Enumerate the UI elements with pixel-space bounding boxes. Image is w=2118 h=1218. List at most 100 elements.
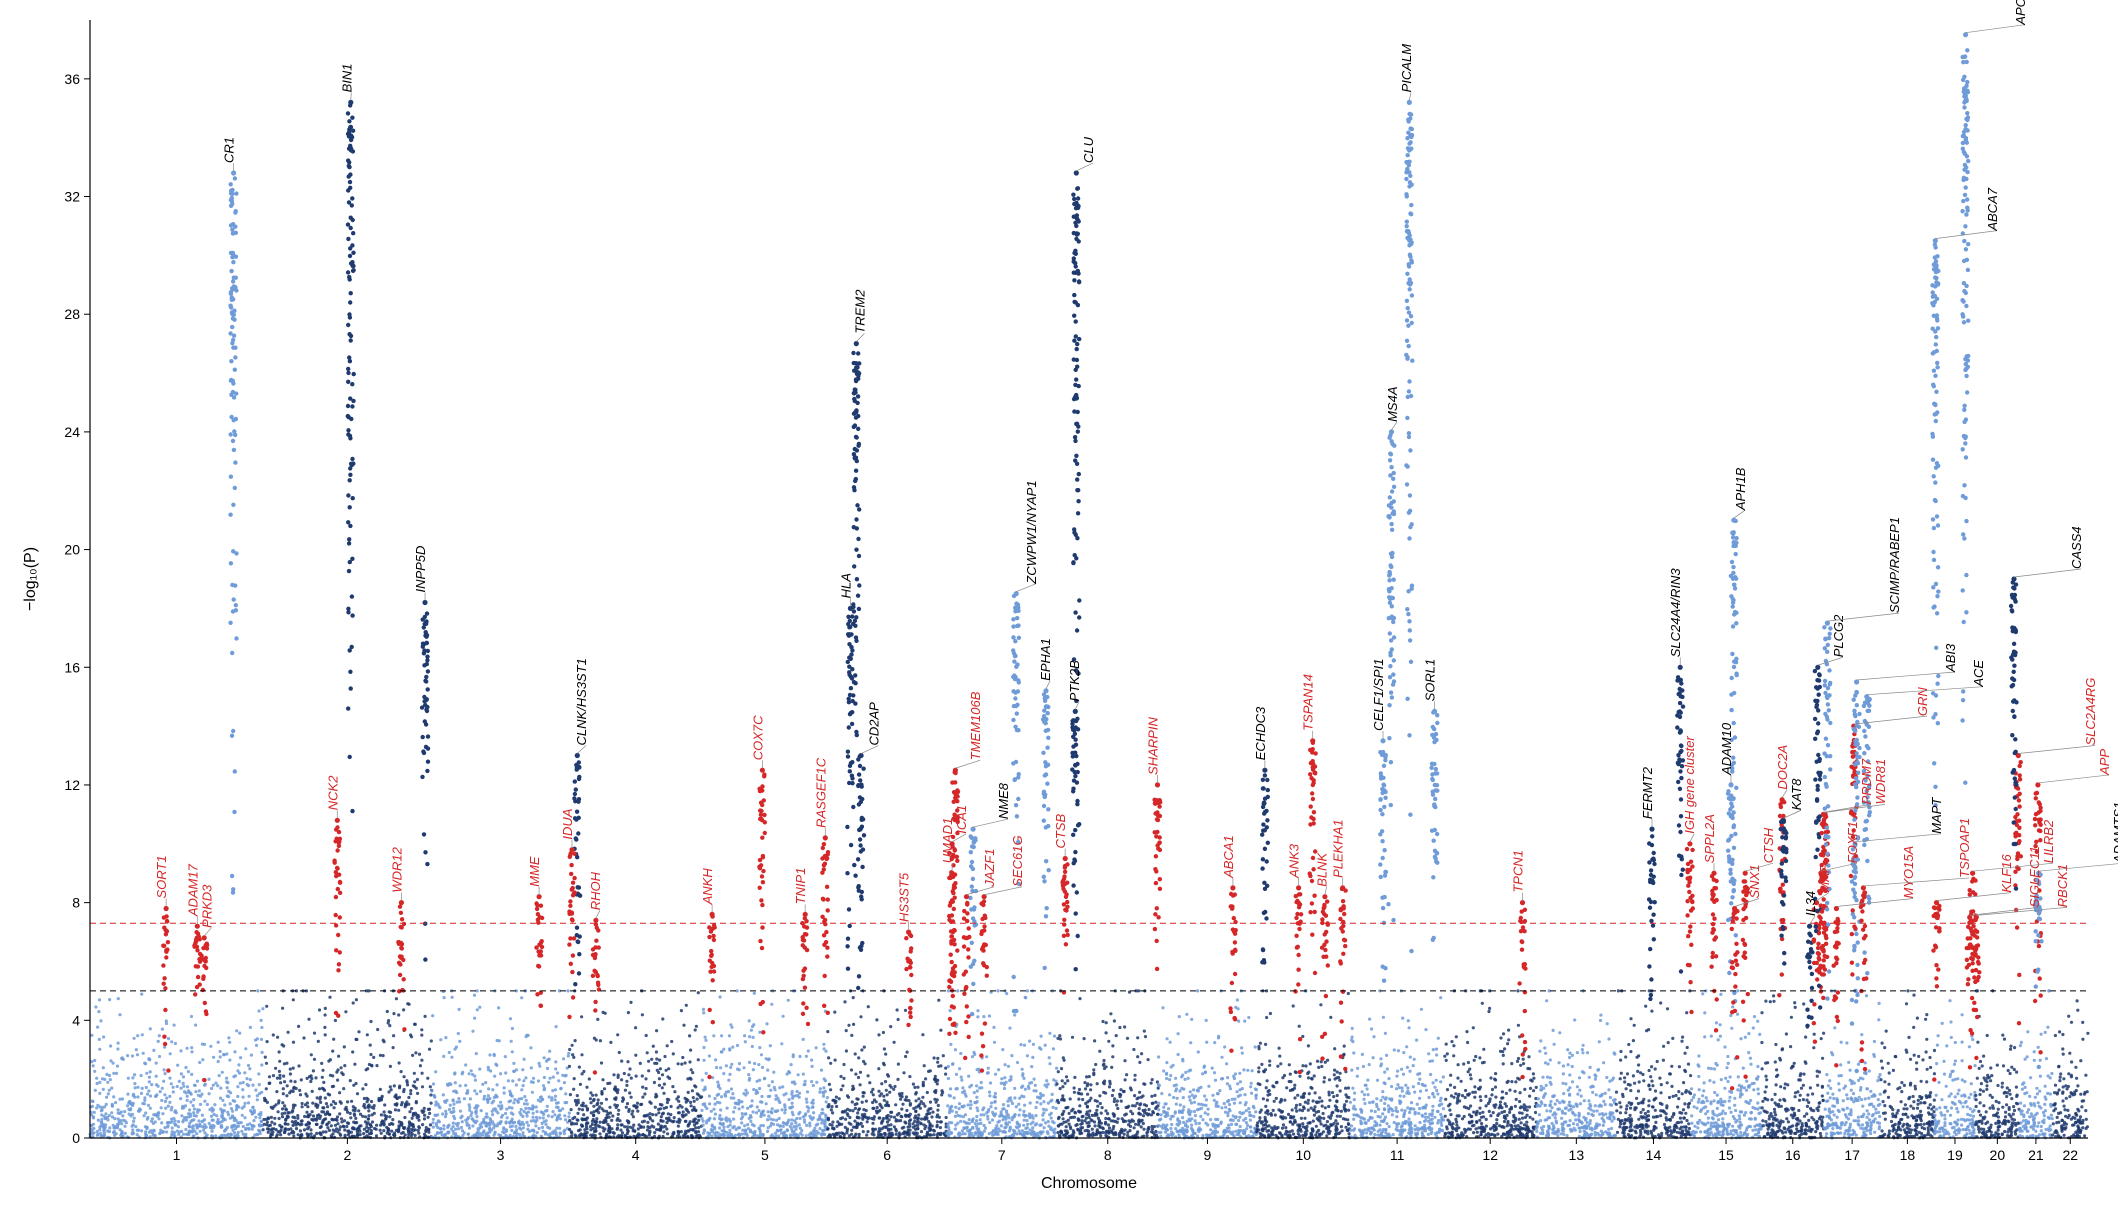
x-tick-label: 14 [1646,1147,1662,1163]
y-tick-label: 0 [72,1130,80,1146]
x-tick-label: 11 [1390,1147,1405,1163]
x-tick-label: 17 [1844,1147,1860,1163]
gene-label: ZCWPW1/NYAP1 [1024,480,1039,584]
gene-labels: SORT1 ADAM17PRKD3 CR1 NCK2 BIN1 WDR12 INPP5D MM… [154,0,2118,936]
gene-label: KAT8 [1789,778,1804,810]
gene-label: WDR81 [1873,759,1888,805]
x-tick-label: 19 [1947,1147,1963,1163]
x-tick-label: 5 [761,1147,769,1163]
gene-label: HS3ST5 [897,872,912,922]
gene-label: SEC61G [1010,835,1025,886]
gene-label: JAZF1 [982,848,997,887]
y-tick-label: 8 [72,895,80,911]
gene-label: CTSB [1053,814,1068,849]
y-tick-label: 24 [64,424,80,440]
gene-label: ADAMTS1 [2111,802,2118,864]
gene-label: SPPL2A [1702,814,1717,863]
gene-label: RBCK1 [2055,864,2070,907]
gene-label: APH1B [1733,467,1748,511]
x-tick-label: 18 [1900,1147,1916,1163]
gene-label: SLC24A4/RIN3 [1668,568,1683,658]
manhattan-plot: 04812162024283236−log₁₀(P)12345678910111… [0,0,2118,1218]
gene-label: BLNK [1315,851,1330,886]
x-tick-label: 2 [343,1147,351,1163]
gene-label: FERMT2 [1640,766,1655,819]
y-tick-label: 12 [64,777,80,793]
gene-label: SORL1 [1423,659,1438,702]
y-tick-label: 20 [64,542,80,558]
x-tick-label: 15 [1718,1147,1734,1163]
y-axis-label: −log₁₀(P) [22,547,39,611]
gene-label: CR1 [222,137,237,163]
x-tick-label: 7 [998,1147,1006,1163]
gene-label: BIN1 [339,63,354,92]
gene-label: ADAM17 [185,863,200,917]
noise-points [89,989,2090,1139]
gene-label: RHOH [588,871,603,910]
gene-label: RASGEF1C [813,757,828,828]
gene-label: ABCA7 [1985,187,2000,231]
gene-label: SNX1 [1747,865,1762,899]
gene-label: NME8 [996,782,1011,819]
x-tick-label: 9 [1204,1147,1212,1163]
gene-label: MYO15A [1901,846,1916,899]
gene-label: INPP5D [413,546,428,593]
gene-label: MAPT [1929,797,1944,834]
gene-label: CLNK/HS3ST1 [574,658,589,745]
gene-label: PICALM [1399,44,1414,93]
gene-label: LILRB2 [2041,819,2056,863]
gene-label: FOXF1 [1845,821,1860,863]
gene-label: SHARPIN [1145,717,1160,775]
y-tick-label: 36 [64,71,80,87]
gene-label: TSPOAP1 [1957,818,1972,878]
gene-label: EPHA1 [1038,638,1053,681]
x-tick-label: 6 [883,1147,891,1163]
x-tick-label: 10 [1296,1147,1312,1163]
x-tick-label: 12 [1482,1147,1498,1163]
y-tick-label: 32 [64,189,80,205]
gene-label: SORT1 [154,855,169,898]
gene-label: ABI3 [1943,643,1958,673]
gene-label: IGH gene cluster [1682,736,1697,834]
gene-label: PRKD3 [199,884,214,928]
gene-label: CTSH [1761,827,1776,863]
y-tick-label: 28 [64,306,80,322]
gene-label: CASS4 [2069,526,2084,569]
gene-label: PRDM7 [1859,758,1874,804]
x-tick-label: 13 [1569,1147,1585,1163]
gene-label: APOE [2013,0,2028,26]
x-tick-label: 22 [2062,1147,2078,1163]
x-axis-label: Chromosome [1041,1175,1137,1192]
gene-label: CLU [1081,136,1096,163]
gene-label: TNIP1 [793,868,808,905]
y-tick-label: 4 [72,1012,80,1028]
gene-label: ADAM10 [1719,722,1734,776]
gene-label: MS4A [1385,386,1400,421]
gene-label: CELF1/SPI1 [1371,659,1386,731]
gene-label: CD2AP [866,702,881,746]
gene-label: ACE [1971,660,1986,688]
gene-label: TMEM106B [968,691,983,760]
x-tick-label: 21 [2028,1147,2044,1163]
x-tick-label: 3 [497,1147,505,1163]
gene-label: SLC2A4RG [2083,678,2098,746]
gene-label: IDUA [560,809,575,840]
gene-label: DOC2A [1775,745,1790,790]
gene-label: NCK2 [325,775,340,810]
gene-label: HLA [838,573,853,598]
gene-label: WDR12 [389,846,404,892]
x-tick-label: 16 [1785,1147,1801,1163]
gene-label: COX7C [750,715,765,760]
gene-label: TSPAN14 [1301,674,1316,731]
gene-label: PTK2B [1067,660,1082,702]
x-tick-label: 8 [1104,1147,1112,1163]
x-tick-label: 4 [632,1147,640,1163]
gene-label: UMAD1 [940,818,955,864]
gene-label: ANK3 [1287,843,1302,879]
gene-label: IL34 [1803,891,1818,916]
gene-label: APP [2097,749,2112,776]
gene-label: MME [527,856,542,887]
gene-label: TREM2 [852,289,867,334]
gene-label: KLF16 [1999,854,2014,893]
x-tick-label: 1 [173,1147,181,1163]
